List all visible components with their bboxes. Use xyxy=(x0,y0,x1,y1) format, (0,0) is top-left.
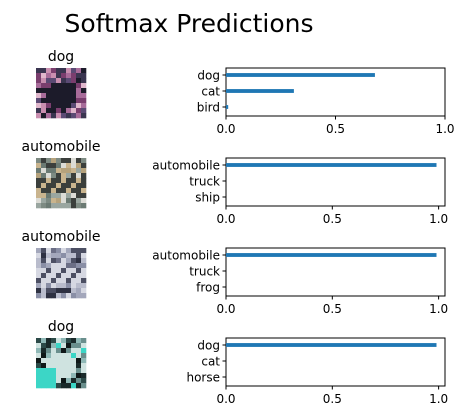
bar xyxy=(226,105,229,109)
bar xyxy=(226,163,437,167)
thumbnail-image xyxy=(36,338,87,389)
x-tick-label: 0.0 xyxy=(216,122,235,136)
category-label: cat xyxy=(201,85,220,99)
axes-frame xyxy=(225,247,446,297)
category-label: dog xyxy=(197,339,220,353)
category-label: automobile xyxy=(152,249,220,263)
thumbnail-image xyxy=(36,158,87,209)
x-tick-label: 0.0 xyxy=(216,212,235,226)
category-label: truck xyxy=(189,175,220,189)
x-tick-label: 1.0 xyxy=(429,302,448,316)
bar xyxy=(226,253,437,257)
bar xyxy=(226,89,294,93)
category-label: ship xyxy=(195,191,220,205)
image-title: automobile xyxy=(22,139,101,155)
prediction-row: automobile automobile truck ship 0.0 0.5 1.0 xyxy=(22,139,449,226)
category-label: bird xyxy=(197,101,220,115)
image-title: dog xyxy=(48,319,74,335)
x-tick-label: 0.0 xyxy=(216,392,235,406)
x-tick-label: 0.5 xyxy=(326,122,345,136)
category-label: truck xyxy=(189,265,220,279)
thumbnail-image xyxy=(36,68,87,119)
prediction-row: dog dog cat horse 0.0 0.5 1.0 xyxy=(36,319,448,406)
x-tick-label: 1.0 xyxy=(429,392,448,406)
x-tick-label: 0.0 xyxy=(216,302,235,316)
axes-frame xyxy=(225,157,446,207)
category-label: dog xyxy=(197,69,220,83)
x-tick-label: 1.0 xyxy=(429,212,448,226)
bar xyxy=(226,343,437,347)
prediction-row: automobile automobile truck frog 0.0 0.5 1.0 xyxy=(22,229,449,316)
x-tick-label: 1.0 xyxy=(435,122,454,136)
image-title: dog xyxy=(48,49,74,65)
category-label: frog xyxy=(196,281,220,295)
category-label: automobile xyxy=(152,159,220,173)
x-tick-label: 0.5 xyxy=(323,212,342,226)
thumbnail-image xyxy=(36,248,87,299)
bar xyxy=(226,73,375,77)
prediction-row: dog dog cat bird 0.0 0.5 1.0 xyxy=(36,49,455,136)
x-tick-label: 0.5 xyxy=(323,392,342,406)
category-label: cat xyxy=(201,355,220,369)
figure-title: Softmax Predictions xyxy=(65,9,314,38)
image-title: automobile xyxy=(22,229,101,245)
category-label: horse xyxy=(186,371,220,385)
axes-frame xyxy=(225,337,446,387)
x-tick-label: 0.5 xyxy=(323,302,342,316)
